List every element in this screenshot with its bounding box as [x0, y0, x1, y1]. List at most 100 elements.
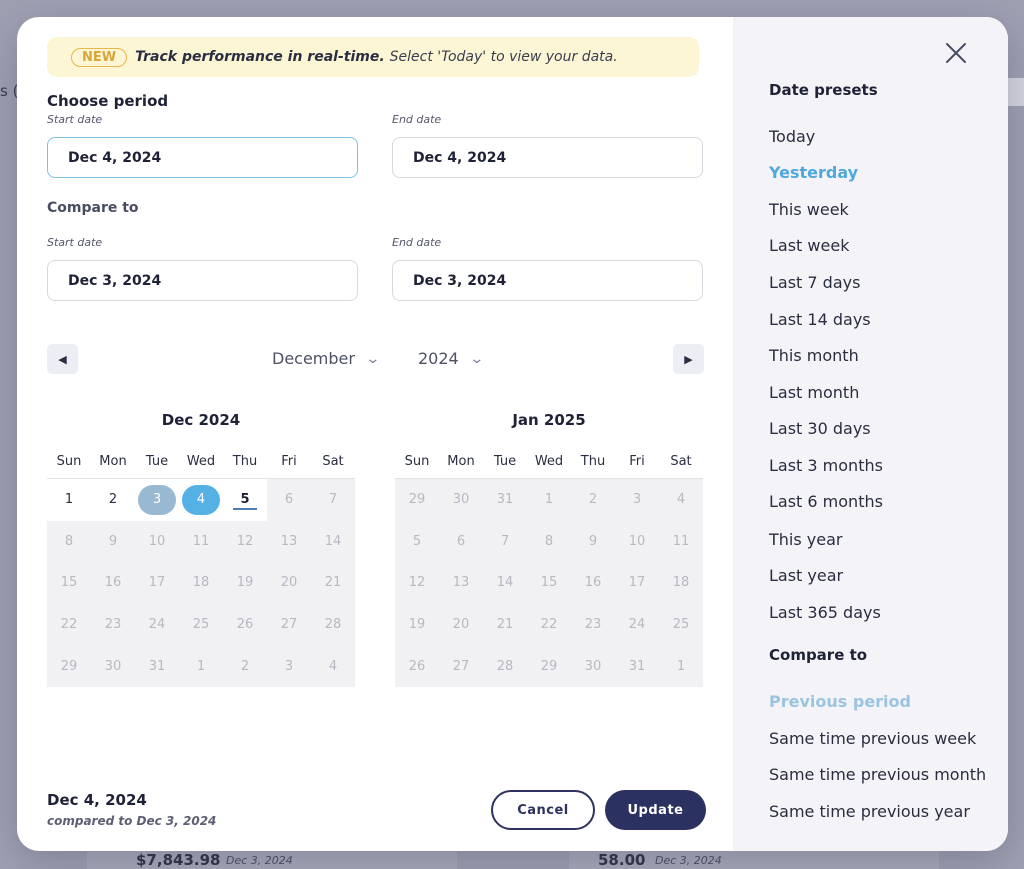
- calendar-day[interactable]: 4: [179, 479, 223, 521]
- month-select[interactable]: December ⌄: [272, 349, 380, 368]
- prev-month-button[interactable]: ◀: [47, 344, 78, 374]
- day-number: 30: [452, 492, 470, 508]
- day-number: 26: [408, 658, 426, 674]
- calendar-day: 10: [135, 521, 179, 563]
- day-number: 12: [236, 533, 254, 549]
- background-stat-value: 58.00: [598, 851, 646, 869]
- compare-to-title: Compare to: [47, 200, 139, 216]
- calendar-day[interactable]: 3: [135, 479, 179, 521]
- calendar-day: 6: [439, 521, 483, 563]
- chevron-down-icon: ⌄: [468, 350, 485, 367]
- day-number: 3: [632, 492, 642, 508]
- selected-range-summary: Dec 4, 2024: [47, 791, 147, 809]
- next-month-button[interactable]: ▶: [673, 344, 704, 374]
- calendar-day: 23: [91, 604, 135, 646]
- preset-this-week[interactable]: This week: [769, 200, 849, 219]
- preset-last-week[interactable]: Last week: [769, 236, 850, 255]
- calendar-day: 31: [135, 645, 179, 687]
- preset-last-14-days[interactable]: Last 14 days: [769, 310, 871, 329]
- calendar-day: 28: [311, 604, 355, 646]
- calendar-day: 15: [527, 562, 571, 604]
- day-number: 23: [584, 617, 602, 633]
- day-number: 17: [628, 575, 646, 591]
- calendar-day[interactable]: 1: [47, 479, 91, 521]
- day-number: 7: [328, 492, 338, 508]
- compare-start-input[interactable]: Dec 3, 2024: [47, 260, 358, 301]
- calendar-day: 21: [483, 604, 527, 646]
- calendar-day: 22: [527, 604, 571, 646]
- calendar-day: 21: [311, 562, 355, 604]
- day-number: 17: [148, 575, 166, 591]
- day-number: 15: [540, 575, 558, 591]
- calendar-day: 1: [527, 479, 571, 521]
- calendar-day: 8: [47, 521, 91, 563]
- calendar-day: 18: [179, 562, 223, 604]
- calendar-day: 20: [439, 604, 483, 646]
- compare-previous-month[interactable]: Same time previous month: [769, 765, 987, 784]
- calendar-day: 3: [267, 645, 311, 687]
- day-number: 1: [676, 658, 686, 674]
- cancel-button[interactable]: Cancel: [491, 790, 595, 830]
- preset-last-30-days[interactable]: Last 30 days: [769, 419, 871, 438]
- compare-end-input[interactable]: Dec 3, 2024: [392, 260, 703, 301]
- calendar-day: 30: [439, 479, 483, 521]
- weekday-header: Sun Mon Tue Wed Thu Fri Sat: [395, 449, 703, 479]
- day-number: 5: [240, 492, 250, 508]
- preset-last-year[interactable]: Last year: [769, 566, 844, 585]
- day-number: 29: [60, 658, 78, 674]
- calendar-day: 26: [395, 645, 439, 687]
- calendar-day: 14: [483, 562, 527, 604]
- banner-headline: Track performance in real-time.: [135, 49, 385, 65]
- calendar-day: 24: [135, 604, 179, 646]
- preset-last-month[interactable]: Last month: [769, 383, 860, 402]
- calendar-day: 3: [615, 479, 659, 521]
- preset-this-year[interactable]: This year: [769, 530, 843, 549]
- day-number: 1: [64, 492, 74, 508]
- info-banner: NEW Track performance in real-time. Sele…: [47, 37, 699, 77]
- day-number: 27: [452, 658, 470, 674]
- day-number: 16: [104, 575, 122, 591]
- weekday-label: Mon: [447, 454, 475, 469]
- day-number: 12: [408, 575, 426, 591]
- presets-sidebar: [733, 17, 1008, 851]
- calendar-day: 1: [179, 645, 223, 687]
- calendar-day[interactable]: 5: [223, 479, 267, 521]
- update-button[interactable]: Update: [605, 790, 706, 830]
- calendar-day: 20: [267, 562, 311, 604]
- preset-today[interactable]: Today: [769, 127, 816, 146]
- preset-last-6-months[interactable]: Last 6 months: [769, 492, 883, 511]
- calendar-day: 11: [659, 521, 703, 563]
- day-number: 7: [500, 533, 510, 549]
- year-select-value: 2024: [418, 349, 459, 368]
- calendar-day: 7: [311, 479, 355, 521]
- period-end-label: End date: [392, 113, 442, 126]
- compare-range-summary: compared to Dec 3, 2024: [47, 814, 217, 828]
- calendar-day: 9: [571, 521, 615, 563]
- calendar-day: 10: [615, 521, 659, 563]
- calendar-day: 7: [483, 521, 527, 563]
- period-end-input[interactable]: Dec 4, 2024: [392, 137, 703, 178]
- compare-previous-period[interactable]: Previous period: [769, 692, 911, 711]
- preset-last-3-months[interactable]: Last 3 months: [769, 456, 883, 475]
- year-select[interactable]: 2024 ⌄: [418, 349, 485, 368]
- calendar-day: 29: [47, 645, 91, 687]
- preset-last-7-days[interactable]: Last 7 days: [769, 273, 861, 292]
- calendar-day: 13: [267, 521, 311, 563]
- close-icon: [946, 43, 966, 63]
- day-number: 2: [588, 492, 598, 508]
- preset-this-month[interactable]: This month: [769, 346, 859, 365]
- period-start-input[interactable]: Dec 4, 2024: [47, 137, 358, 178]
- day-number: 1: [196, 658, 206, 674]
- compare-previous-week[interactable]: Same time previous week: [769, 729, 977, 748]
- day-number: 23: [104, 617, 122, 633]
- day-number: 6: [456, 533, 466, 549]
- preset-yesterday[interactable]: Yesterday: [769, 163, 859, 182]
- close-button[interactable]: [944, 41, 968, 65]
- day-number: 18: [672, 575, 690, 591]
- compare-to-heading: Compare to: [769, 646, 868, 664]
- calendar-day[interactable]: 2: [91, 479, 135, 521]
- day-number: 25: [192, 617, 210, 633]
- compare-previous-year[interactable]: Same time previous year: [769, 802, 970, 821]
- calendar-day: 30: [571, 645, 615, 687]
- preset-last-365-days[interactable]: Last 365 days: [769, 603, 881, 622]
